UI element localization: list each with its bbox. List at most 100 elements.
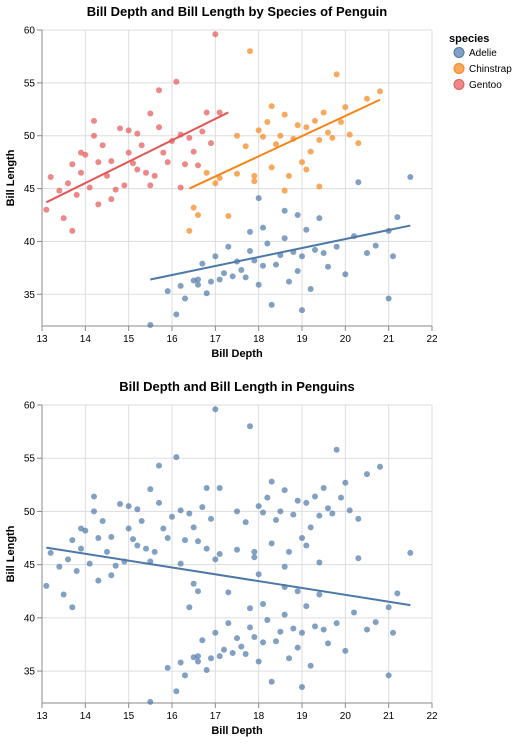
penguin-point xyxy=(307,662,314,669)
penguin-point xyxy=(303,603,310,610)
penguin-point xyxy=(351,609,357,616)
penguin-point xyxy=(69,537,76,544)
penguin-point xyxy=(112,562,119,569)
penguin-point xyxy=(299,684,305,691)
legend-swatch-adelie xyxy=(453,47,465,58)
chinstrap-point xyxy=(325,129,331,136)
penguin-point xyxy=(303,542,310,549)
chart-title: Bill Depth and Bill Length by Species of… xyxy=(87,4,388,19)
x-tick-label: 16 xyxy=(166,334,178,345)
adelie-point xyxy=(299,307,305,314)
x-tick-label: 18 xyxy=(253,334,265,345)
penguin-point xyxy=(277,628,284,635)
chart-panel-1: Bill Depth and Bill Length by Species of… xyxy=(5,4,438,360)
adelie-point xyxy=(212,253,219,260)
penguin-point xyxy=(338,494,344,501)
y-tick-label: 45 xyxy=(24,184,36,195)
adelie-point xyxy=(164,288,171,295)
adelie-point xyxy=(355,179,362,186)
penguin-point xyxy=(355,515,362,522)
adelie-point xyxy=(147,321,154,328)
adelie-point xyxy=(247,247,253,254)
penguin-point xyxy=(104,548,110,555)
gentoo-point xyxy=(91,117,97,124)
penguin-point xyxy=(199,637,206,644)
penguin-point xyxy=(329,510,336,517)
penguin-point xyxy=(212,406,219,413)
gentoo-point xyxy=(147,182,154,189)
adelie-point xyxy=(325,263,331,270)
penguin-point xyxy=(355,555,362,562)
chinstrap-point xyxy=(303,166,310,173)
x-tick-label: 22 xyxy=(426,334,438,345)
chinstrap-point xyxy=(268,103,275,110)
penguin-point xyxy=(43,582,50,589)
chinstrap-point xyxy=(264,118,271,125)
penguin-point xyxy=(203,485,210,492)
penguin-point xyxy=(99,518,106,525)
penguin-point xyxy=(325,505,331,512)
penguin-point xyxy=(342,647,349,654)
penguin-point xyxy=(190,580,197,587)
penguin-point xyxy=(255,658,262,665)
adelie-point xyxy=(316,215,323,222)
penguin-point xyxy=(407,549,414,556)
gentoo-point xyxy=(212,31,219,38)
x-tick-label: 21 xyxy=(383,711,395,722)
penguin-point xyxy=(164,664,171,671)
penguin-point xyxy=(195,588,201,595)
penguin-point xyxy=(134,506,141,513)
adelie-point xyxy=(385,295,392,302)
chinstrap-trend-line xyxy=(188,98,381,190)
y-tick-label: 50 xyxy=(24,131,36,142)
x-tick-label: 17 xyxy=(210,334,222,345)
points-group xyxy=(43,31,414,328)
gentoo-point xyxy=(134,166,141,173)
penguin-point xyxy=(173,688,180,695)
penguin-point xyxy=(320,626,327,633)
adelie-point xyxy=(195,276,201,283)
penguin-point xyxy=(182,672,188,679)
adelie-point xyxy=(255,281,262,288)
penguin-point xyxy=(91,493,97,500)
gentoo-point xyxy=(182,161,188,168)
penguin-point xyxy=(247,423,253,430)
y-tick-label: 55 xyxy=(24,454,36,465)
penguin-point xyxy=(320,485,327,492)
gentoo-point xyxy=(177,184,184,191)
penguin-point xyxy=(56,563,63,570)
chinstrap-point xyxy=(225,213,232,220)
penguin-point xyxy=(377,463,383,470)
adelie-point xyxy=(255,195,262,202)
x-tick-label: 19 xyxy=(296,334,308,345)
penguin-point xyxy=(299,535,305,542)
penguin-point xyxy=(177,507,184,514)
y-tick-label: 50 xyxy=(24,507,36,518)
chinstrap-point xyxy=(195,212,201,218)
chart-title: Bill Depth and Bill Length in Penguins xyxy=(119,379,354,394)
chinstrap-point xyxy=(333,71,340,78)
adelie-point xyxy=(273,261,279,268)
chinstrap-point xyxy=(260,133,266,140)
penguin-point xyxy=(73,568,80,575)
gentoo-point xyxy=(208,140,214,147)
penguin-point xyxy=(117,500,123,507)
chinstrap-point xyxy=(190,204,197,211)
gentoo-point xyxy=(216,109,223,116)
adelie-point xyxy=(294,212,301,218)
gentoo-point xyxy=(138,142,145,149)
penguin-point xyxy=(394,590,401,597)
adelie-point xyxy=(342,271,349,278)
adelie-point xyxy=(364,250,370,257)
chinstrap-point xyxy=(320,109,327,116)
chinstrap-point xyxy=(234,132,240,139)
penguin-point xyxy=(264,616,271,623)
penguin-point xyxy=(186,510,193,517)
chinstrap-point xyxy=(268,164,275,171)
adelie-point xyxy=(281,235,288,242)
gentoo-point xyxy=(99,142,106,149)
adelie-point xyxy=(199,260,206,267)
adelie-trend-line xyxy=(150,224,411,281)
gentoo-point xyxy=(108,158,115,165)
